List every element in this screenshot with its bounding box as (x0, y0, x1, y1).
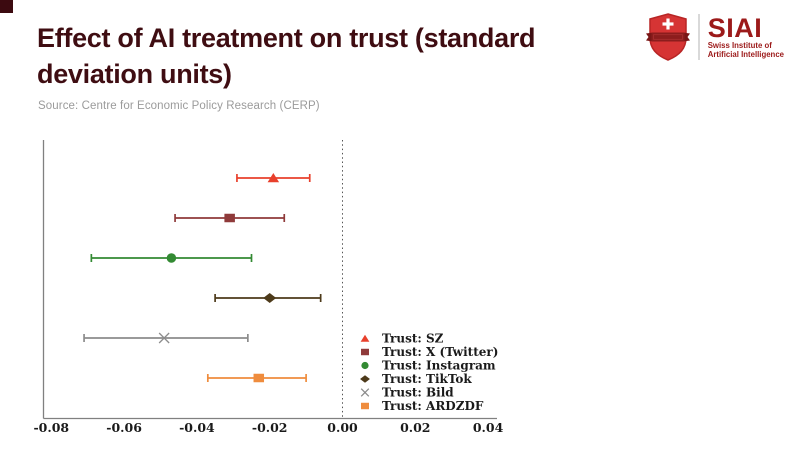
legend-marker-square (361, 402, 369, 410)
point-marker-diamond (263, 293, 277, 303)
forest-plot-svg: -0.08 -0.06 -0.04 -0.02 0.00 0.02 0.04 Trust: S… (33, 140, 504, 435)
point-marker-circle (166, 253, 177, 263)
x-tick-label: -0.04 (179, 420, 215, 435)
logo-acronym: SIAI (707, 13, 763, 43)
logo-text-block: SIAI Swiss Institute of Artificial Intel… (707, 13, 784, 60)
x-tick-label: -0.02 (252, 420, 288, 435)
legend-marker-x (360, 388, 370, 397)
source-note: Source: Centre for Economic Policy Resea… (38, 100, 320, 112)
x-tick-label: -0.08 (33, 420, 69, 435)
legend-label: Trust: ARDZDF (382, 399, 484, 413)
x-tick-label: 0.00 (327, 420, 358, 435)
legend-label: Trust: Instagram (382, 359, 496, 373)
point-marker-square (253, 373, 265, 383)
point-marker-x (158, 332, 170, 344)
shield-crest-icon (645, 13, 690, 61)
legend-label: Trust: TikTok (382, 372, 472, 386)
point-marker-square (224, 213, 235, 223)
x-tick-label: 0.02 (400, 420, 430, 435)
legend-marker-square (361, 348, 369, 356)
corner-accent (0, 0, 13, 13)
x-tick-label: -0.06 (106, 420, 142, 435)
forest-plot: -0.08 -0.06 -0.04 -0.02 0.00 0.02 0.04 Trust: S… (30, 125, 780, 445)
page-title: Effect of AI treatment on trust (standar… (37, 23, 536, 89)
logo-org-line2: Artificial Intelligence (707, 50, 784, 59)
point-marker-triangle (267, 173, 280, 183)
legend-marker-triangle (360, 334, 370, 342)
legend-label: Trust: SZ (382, 332, 444, 346)
siai-logo: SIAI Swiss Institute of Artificial Intel… (645, 13, 784, 61)
legend-marker-circle (361, 361, 369, 370)
logo-org-line1: Swiss Institute of (707, 41, 772, 50)
legend-marker-diamond (360, 375, 370, 383)
x-tick-label: 0.04 (473, 420, 504, 435)
logo-divider (697, 14, 700, 60)
legend-label: Trust: X (Twitter) (382, 345, 498, 359)
legend-label: Trust: Bild (382, 386, 454, 400)
